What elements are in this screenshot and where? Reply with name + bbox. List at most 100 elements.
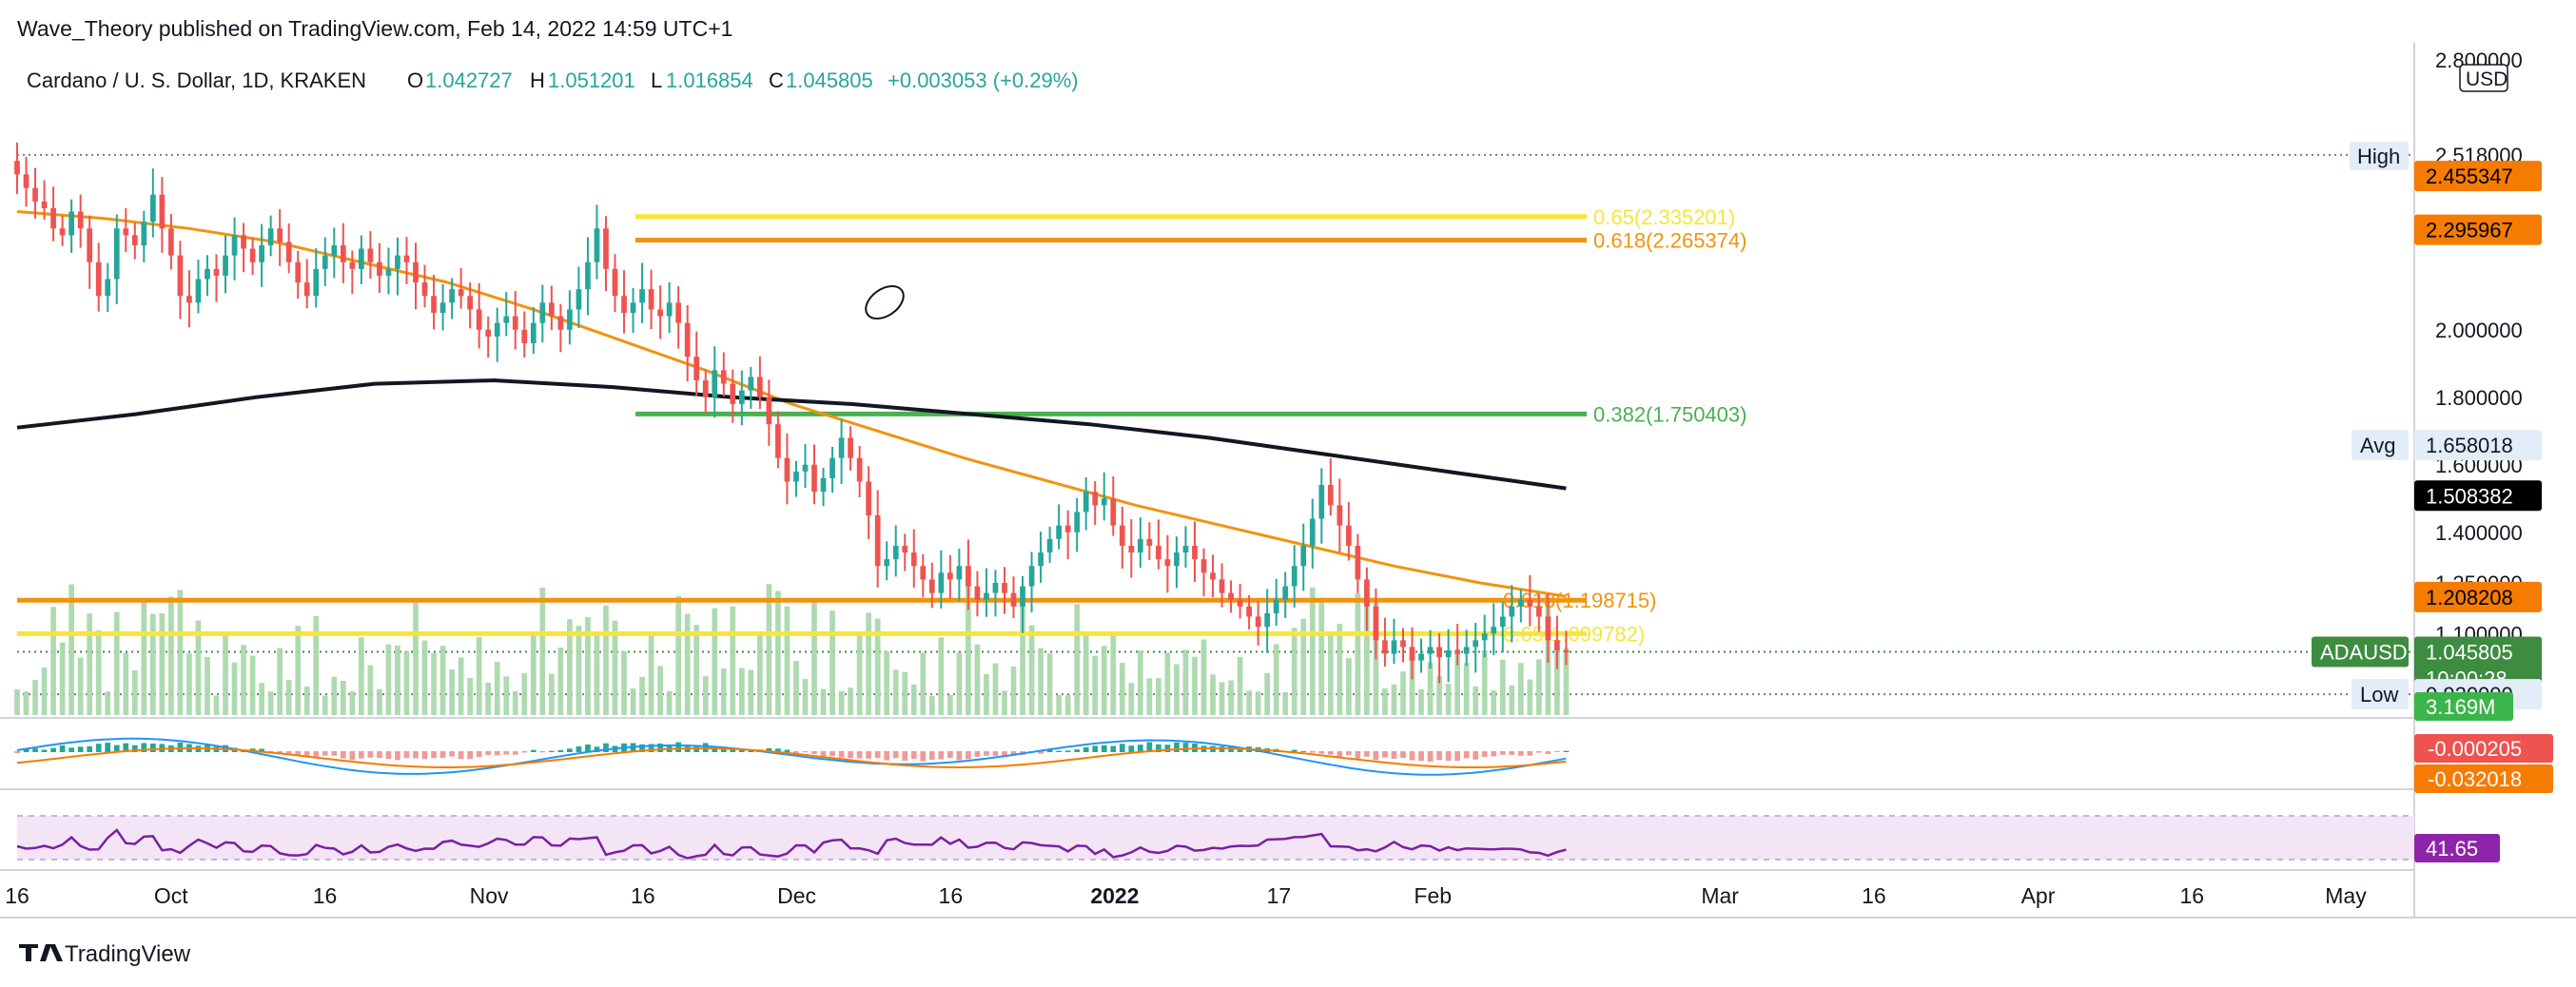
macd-histogram-bar <box>548 750 555 752</box>
candle-body <box>539 302 546 323</box>
volume-bar <box>295 626 302 715</box>
volume-bar <box>1083 633 1089 715</box>
volume-bar <box>1182 649 1189 715</box>
candle-body <box>403 255 410 262</box>
candle-body <box>1156 545 1161 560</box>
volume-bar <box>702 676 709 715</box>
candle-body <box>1273 599 1279 613</box>
volume-bar <box>648 631 654 715</box>
macd-histogram-bar <box>149 744 156 752</box>
macd-histogram-bar <box>1064 750 1071 752</box>
volume-bar <box>748 669 754 715</box>
macd-histogram-bar <box>902 751 908 762</box>
volume-bar <box>1046 653 1053 715</box>
macd-histogram-bar <box>1400 751 1406 759</box>
candle-body <box>1228 592 1234 600</box>
volume-bar <box>675 595 682 715</box>
macd-histogram-bar <box>77 746 84 752</box>
candle-body <box>757 377 763 397</box>
change-value: +0.003053 (+0.29%) <box>888 68 1079 92</box>
volume-bar <box>757 633 763 715</box>
volume-bar <box>811 600 817 715</box>
fib-level-label: 0.65(2.335201) <box>1593 205 1735 229</box>
macd-line <box>16 737 1567 776</box>
candle-body <box>303 282 310 297</box>
candle-body <box>1491 627 1497 634</box>
rsi-tag <box>2414 834 2500 862</box>
volume-bar <box>521 672 528 715</box>
macd-histogram-bar <box>576 745 582 752</box>
macd-histogram-bar <box>884 751 890 761</box>
volume-bar <box>1010 666 1017 715</box>
macd-histogram-bar <box>1509 751 1515 755</box>
macd-histogram-bar <box>1164 745 1171 752</box>
macd-histogram-bar <box>41 749 48 752</box>
tradingview-logo[interactable]: TradingView <box>19 941 191 967</box>
time-tick-label: Oct <box>154 883 188 908</box>
candle-body <box>1535 606 1542 617</box>
volume-bar <box>1554 650 1560 715</box>
volume-bar <box>50 607 56 715</box>
volume-bar <box>956 652 963 715</box>
candle-body <box>594 228 600 262</box>
volume-bar <box>1491 690 1497 715</box>
candle-body <box>95 261 102 297</box>
macd-histogram-bar <box>340 751 346 759</box>
macd-histogram-bar <box>1146 742 1153 752</box>
volume-bar <box>186 653 192 715</box>
macd-histogram-bar <box>503 751 510 755</box>
candle-body <box>829 457 835 478</box>
volume-bar <box>340 680 346 715</box>
macd-histogram-bar <box>1128 745 1135 752</box>
candle-body <box>313 268 320 297</box>
macd-histogram-bar <box>123 743 129 752</box>
volume-bar <box>856 632 863 715</box>
volume-bar <box>241 645 246 715</box>
candle-body <box>205 268 210 280</box>
candle-body <box>413 261 419 283</box>
volume-bar <box>720 668 727 715</box>
macd-histogram-bar <box>476 751 482 758</box>
macd-histogram-bar <box>512 751 518 755</box>
fibonacci-layer: 0.65(2.335201)0.618(2.265374) 0.382(1.750… <box>17 205 1747 646</box>
volume-bar <box>1056 694 1062 715</box>
volume-bar <box>621 650 627 715</box>
macd-histogram-bar <box>494 751 500 756</box>
volume-bar <box>1463 663 1470 715</box>
candle-body <box>675 302 682 323</box>
macd-histogram-bar <box>557 749 564 752</box>
macd-histogram-bar <box>1237 747 1243 752</box>
candle-body <box>1038 552 1044 567</box>
candle-body <box>1101 498 1107 506</box>
candle-body <box>512 316 518 330</box>
macd-histogram-bar <box>1554 751 1560 753</box>
volume-bar <box>612 620 618 715</box>
macd-histogram-bar <box>766 747 772 752</box>
volume-bar <box>1128 683 1135 715</box>
candle-body <box>367 248 374 262</box>
volume-bar <box>1300 618 1307 715</box>
candle-body <box>530 322 537 343</box>
volume-bar <box>1318 597 1325 715</box>
candle-body <box>421 282 428 297</box>
price-axis[interactable]: 2.8000002.5180002.2959672.0000001.800000… <box>2312 48 2542 721</box>
volume-bar <box>32 679 38 715</box>
macd-histogram-bar <box>50 747 56 752</box>
macd-histogram-bar <box>1454 751 1460 762</box>
volume-bar <box>784 606 790 715</box>
candle-body <box>1409 647 1415 661</box>
volume-bar <box>820 688 827 715</box>
volume-bar <box>485 683 492 715</box>
candle-body <box>928 579 935 593</box>
candle-body <box>32 187 38 202</box>
macd-histogram-bar <box>848 751 853 759</box>
candle-body <box>738 390 745 404</box>
volume-bar <box>1382 687 1388 715</box>
time-axis[interactable]: 16 Oct 16 Nov 16 Dec 16 2022 17 Feb Mar 16 Apr 16 May <box>5 883 2367 908</box>
candle-body <box>748 377 754 391</box>
macd-histogram-bar <box>1436 751 1442 761</box>
volume-bar <box>920 652 927 715</box>
candle-body <box>1481 633 1488 641</box>
volume-bar <box>223 633 228 715</box>
